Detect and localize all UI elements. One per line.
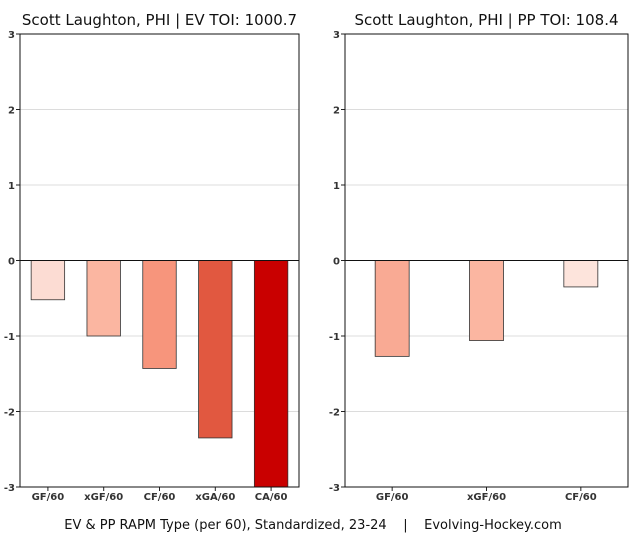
bar-xga-60	[198, 260, 233, 439]
x-tick-label: CA/60	[255, 492, 288, 503]
x-tick-label: CF/60	[144, 492, 176, 503]
bar-cf-60	[142, 260, 177, 369]
y-tick-label: -1	[4, 332, 15, 343]
y-tick-label: 0	[333, 257, 340, 268]
y-tick-label: 1	[333, 181, 340, 192]
y-tick-label: 0	[8, 257, 15, 268]
plot-frame	[19, 33, 300, 488]
bar-ca-60	[253, 260, 289, 488]
y-tick-label: -1	[329, 332, 340, 343]
y-tick-label: -2	[329, 408, 340, 419]
panel-title: Scott Laughton, PHI | PP TOI: 108.4	[354, 11, 618, 29]
y-tick-label: 3	[333, 30, 340, 41]
y-tick-label: -3	[329, 483, 340, 494]
x-tick-label: GF/60	[376, 492, 409, 503]
panel-2: -3 -2 -1 0 1 2 3 GF/60 xGF/60 CF/60 Scott Laughton…	[329, 11, 629, 503]
y-tick-label: 3	[8, 30, 15, 41]
bar-gf-60	[30, 260, 66, 301]
x-tick-label: xGF/60	[84, 492, 123, 503]
y-tick-label: -2	[4, 408, 15, 419]
footer-caption: EV & PP RAPM Type (per 60), Standardized…	[64, 518, 562, 533]
bar-cf-60	[563, 260, 599, 288]
panel-1: -3 -2 -1 0 1 2 3 GF/60 xGF/60 CF/60 xGA/60 CA/60 Sco…	[4, 11, 300, 503]
y-tick-label: 1	[8, 181, 15, 192]
y-tick-label: 2	[333, 106, 340, 117]
bar-xgf-60	[469, 260, 504, 341]
bar-gf-60	[374, 260, 410, 357]
x-tick-label: GF/60	[32, 492, 65, 503]
x-tick-label: xGA/60	[195, 492, 235, 503]
plot-frame	[344, 33, 629, 488]
y-tick-label: -3	[4, 483, 15, 494]
bar-xgf-60	[86, 260, 121, 337]
panel-title: Scott Laughton, PHI | EV TOI: 1000.7	[22, 11, 297, 29]
x-tick-label: xGF/60	[467, 492, 506, 503]
x-tick-label: CF/60	[565, 492, 597, 503]
y-tick-label: 2	[8, 106, 15, 117]
